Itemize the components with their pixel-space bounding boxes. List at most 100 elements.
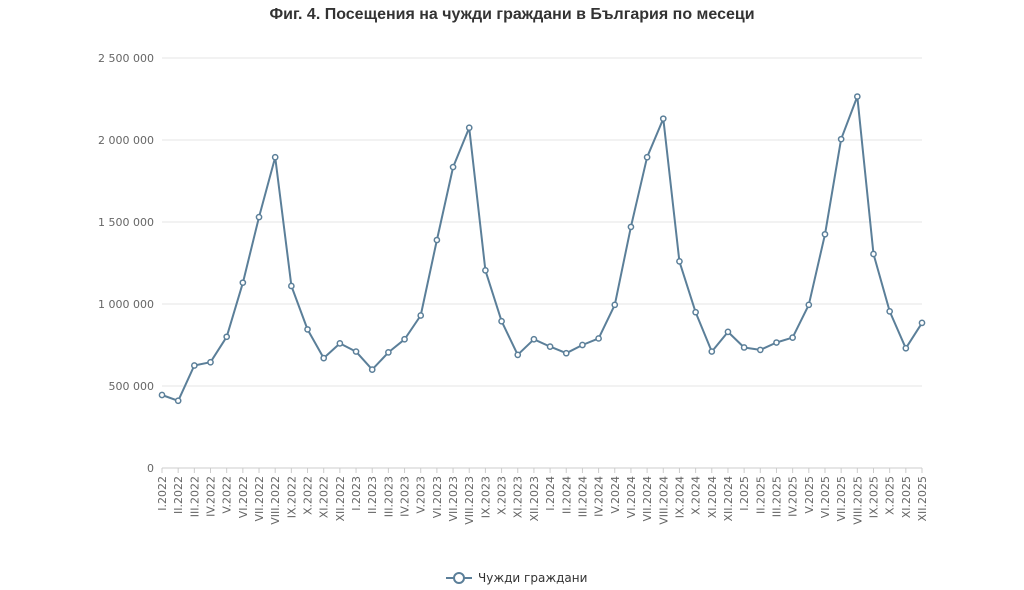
chart-title: Фиг. 4. Посещения на чужди граждани в Бъ… [269, 6, 755, 23]
data-point[interactable] [659, 115, 667, 123]
data-point[interactable] [773, 339, 780, 346]
data-point[interactable] [837, 135, 845, 143]
data-point[interactable] [336, 340, 344, 347]
data-point[interactable] [643, 153, 651, 161]
data-point[interactable] [676, 258, 683, 265]
y-tick-label: 1 000 000 [98, 298, 154, 311]
data-point[interactable] [271, 153, 279, 161]
data-point[interactable] [158, 391, 166, 399]
x-tick-label: IV.2023 [399, 476, 412, 517]
x-tick-label: XII.2023 [528, 476, 541, 522]
data-point[interactable] [514, 351, 522, 359]
x-tick-label: IX.2025 [867, 476, 880, 518]
data-point[interactable] [579, 341, 586, 349]
x-tick-label: VI.2024 [625, 476, 638, 518]
x-tick-label: I.2025 [738, 476, 751, 511]
x-tick-label: IV.2025 [787, 476, 800, 517]
data-point[interactable] [805, 301, 813, 309]
data-point[interactable] [692, 308, 699, 316]
x-tick-label: X.2023 [496, 476, 509, 515]
legend-label[interactable]: Чужди граждани [478, 571, 587, 585]
x-axis: I.2022 II.2022 III.2022 IV.2022 V.2022 VI.202… [156, 467, 929, 525]
x-tick-label: II.2022 [172, 476, 185, 514]
x-tick-label: II.2023 [366, 476, 379, 514]
x-tick-label: IV.2024 [593, 476, 606, 517]
legend[interactable]: Чужди граждани [446, 571, 587, 585]
data-point[interactable] [918, 319, 926, 327]
data-point[interactable] [546, 343, 554, 350]
x-tick-label: I.2024 [544, 476, 557, 511]
x-tick-label: II.2024 [560, 476, 573, 514]
y-tick-label: 2 500 000 [98, 52, 154, 65]
data-point[interactable] [288, 282, 295, 290]
data-point[interactable] [190, 362, 198, 369]
data-point[interactable] [853, 93, 861, 100]
x-tick-label: VII.2023 [447, 476, 460, 522]
y-tick-label: 2 000 000 [98, 134, 154, 147]
data-point[interactable] [740, 344, 748, 351]
x-tick-label: VIII.2022 [269, 476, 282, 525]
data-point[interactable] [433, 236, 441, 244]
data-point[interactable] [368, 366, 376, 373]
data-point[interactable] [789, 334, 796, 341]
x-tick-label: XII.2022 [334, 476, 347, 522]
x-tick-label: XI.2025 [900, 476, 913, 518]
x-tick-label: V.2025 [803, 476, 816, 514]
x-tick-label: III.2025 [770, 476, 783, 517]
data-point[interactable] [465, 124, 473, 132]
data-point[interactable] [870, 250, 877, 258]
data-point[interactable] [886, 308, 894, 315]
data-point[interactable] [174, 397, 182, 405]
data-point[interactable] [352, 348, 360, 355]
x-tick-label: IX.2023 [479, 476, 492, 518]
data-point[interactable] [756, 346, 764, 354]
y-tick-label: 0 [147, 462, 154, 475]
x-tick-label: III.2022 [188, 476, 201, 517]
data-point[interactable] [627, 223, 635, 231]
data-point[interactable] [821, 230, 829, 238]
data-point[interactable] [223, 333, 231, 341]
x-tick-label: VII.2024 [641, 476, 654, 522]
data-point[interactable] [562, 349, 570, 357]
data-point[interactable] [417, 312, 425, 319]
x-tick-label: XI.2024 [706, 476, 719, 518]
x-tick-label: VII.2022 [253, 476, 266, 522]
data-point[interactable] [320, 354, 328, 362]
data-point[interactable] [498, 317, 505, 325]
data-point[interactable] [207, 358, 214, 366]
x-tick-label: I.2023 [350, 476, 363, 511]
data-point[interactable] [401, 335, 408, 343]
data-point[interactable] [482, 267, 489, 274]
legend-marker-icon [453, 572, 465, 584]
data-point[interactable] [708, 348, 716, 355]
x-tick-label: V.2023 [415, 476, 428, 514]
data-point[interactable] [449, 163, 457, 171]
data-point[interactable] [239, 279, 247, 287]
x-tick-label: VI.2022 [237, 476, 250, 518]
x-tick-label: V.2024 [609, 476, 622, 514]
x-tick-label: III.2023 [382, 476, 395, 517]
x-tick-label: VIII.2023 [463, 476, 476, 525]
data-point[interactable] [902, 344, 910, 352]
data-point[interactable] [530, 335, 538, 343]
x-tick-label: IX.2022 [285, 476, 298, 518]
x-tick-label: XII.2025 [916, 476, 929, 522]
data-point[interactable] [385, 349, 392, 356]
x-tick-label: VI.2025 [819, 476, 832, 518]
x-tick-label: IX.2024 [673, 476, 686, 518]
data-point[interactable] [304, 326, 311, 333]
x-tick-label: VII.2025 [835, 476, 848, 522]
x-tick-label: X.2025 [884, 476, 897, 515]
x-tick-label: VI.2023 [431, 476, 444, 518]
x-tick-label: XI.2023 [512, 476, 525, 518]
data-point[interactable] [255, 213, 263, 221]
data-point[interactable] [611, 301, 619, 309]
grid-lines [162, 57, 922, 387]
y-tick-label: 1 500 000 [98, 216, 154, 229]
x-tick-label: VIII.2024 [657, 476, 670, 525]
data-point[interactable] [724, 328, 732, 336]
x-tick-label: X.2022 [302, 476, 315, 515]
data-point[interactable] [595, 335, 602, 342]
y-tick-label: 500 000 [109, 380, 155, 393]
series-layer [158, 93, 926, 405]
